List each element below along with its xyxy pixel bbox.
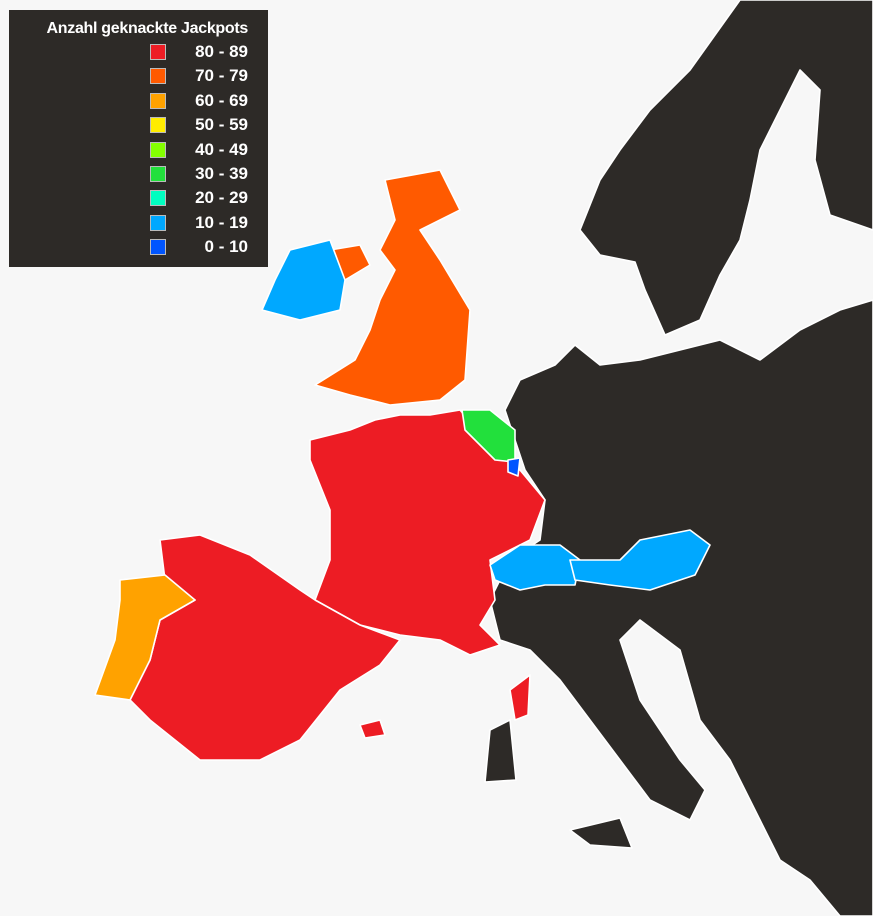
legend-item: 60 - 69	[9, 91, 268, 111]
legend: Anzahl geknackte Jackpots 80 - 89 70 - 79…	[9, 10, 268, 267]
legend-swatch	[150, 141, 166, 158]
legend-item: 20 - 29	[9, 188, 268, 208]
region-balearics	[359, 719, 386, 739]
region-luxembourg	[507, 457, 521, 477]
sardinia	[484, 719, 517, 783]
legend-label: 30 - 39	[195, 164, 248, 183]
region-switzerland	[489, 544, 581, 591]
legend-title: Anzahl geknackte Jackpots	[46, 20, 249, 37]
legend-item: 0 - 10	[9, 237, 268, 257]
legend-label: 40 - 49	[195, 139, 248, 159]
legend-swatch	[150, 239, 166, 256]
legend-label: 60 - 69	[195, 90, 248, 110]
legend-swatch	[150, 214, 166, 231]
legend-label: 10 - 19	[195, 212, 248, 232]
region-france	[309, 409, 546, 656]
region-austria	[569, 529, 711, 591]
legend-swatch	[150, 68, 166, 85]
legend-label: 20 - 29	[195, 188, 248, 208]
legend-item: 50 - 59	[9, 115, 268, 135]
region-ireland	[261, 239, 346, 321]
region-portugal	[94, 574, 196, 701]
legend-item: 40 - 49	[9, 140, 268, 160]
legend-swatch	[150, 44, 166, 60]
legend-swatch	[150, 117, 166, 134]
legend-label: 80 - 89	[195, 42, 248, 61]
legend-item: 10 - 19	[9, 213, 268, 233]
legend-label: 0 - 10	[204, 237, 248, 257]
legend-label: 50 - 59	[195, 115, 248, 135]
legend-swatch	[150, 92, 166, 109]
region-united-kingdom	[314, 169, 471, 406]
legend-swatch	[150, 190, 166, 207]
legend-swatch	[150, 166, 166, 182]
legend-item: 80 - 89	[9, 42, 268, 62]
legend-item: 70 - 79	[9, 66, 268, 86]
sicily	[569, 817, 633, 849]
continental-europe	[489, 299, 873, 916]
region-corsica	[509, 674, 531, 721]
legend-label: 70 - 79	[195, 66, 248, 86]
scandinavia	[579, 0, 873, 336]
legend-item: 30 - 39	[9, 164, 268, 184]
